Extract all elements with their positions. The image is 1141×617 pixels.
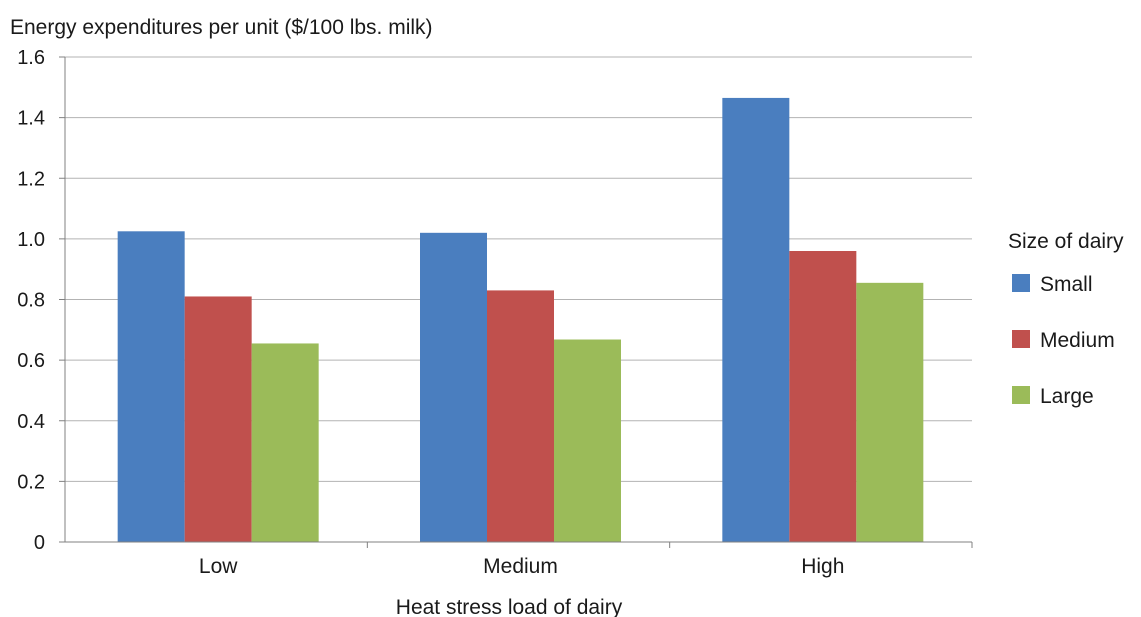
bar-large-high <box>856 282 924 542</box>
legend-label-small: Small <box>1040 273 1093 296</box>
bars <box>117 97 924 542</box>
legend-items: Small Medium Large <box>1012 273 1115 408</box>
y-tick-label: 0.4 <box>17 411 45 433</box>
legend-swatch-small <box>1012 274 1030 292</box>
bar-medium-high <box>789 251 857 542</box>
bar-small-medium <box>420 232 487 542</box>
bar-large-low <box>251 343 319 542</box>
bar-small-high <box>722 97 790 542</box>
legend-swatch-large <box>1012 386 1030 404</box>
legend-label-large: Large <box>1040 385 1094 408</box>
x-tick-label: Low <box>199 555 238 578</box>
bar-medium-medium <box>487 290 554 542</box>
y-tick-label: 1.0 <box>17 229 45 251</box>
y-tick-label: 1.2 <box>17 168 45 190</box>
y-tick-label: 0 <box>34 532 45 554</box>
y-tick-label: 0.2 <box>17 471 45 493</box>
y-axis-ticks: 0 0.2 0.4 0.6 0.8 1.0 1.2 1.4 1.6 <box>17 47 65 554</box>
y-tick-label: 1.4 <box>17 108 45 130</box>
legend-label-medium: Medium <box>1040 329 1115 352</box>
y-tick-label: 1.6 <box>17 47 45 69</box>
legend: Size of dairy Small Medium Large <box>1008 230 1124 408</box>
x-tick-label: High <box>801 555 844 578</box>
x-tick-label: Medium <box>483 555 558 578</box>
x-axis-label: Heat stress load of dairy <box>396 596 623 617</box>
category-labels: Low Medium High <box>199 542 973 578</box>
bar-large-medium <box>554 339 621 542</box>
y-tick-label: 0.8 <box>17 290 45 312</box>
legend-title: Size of dairy <box>1008 230 1124 253</box>
y-tick-label: 0.6 <box>17 350 45 372</box>
bar-small-low <box>117 231 185 542</box>
bar-medium-low <box>184 296 252 542</box>
y-axis-label: Energy expenditures per unit ($/100 lbs.… <box>10 16 433 39</box>
legend-swatch-medium <box>1012 330 1030 348</box>
